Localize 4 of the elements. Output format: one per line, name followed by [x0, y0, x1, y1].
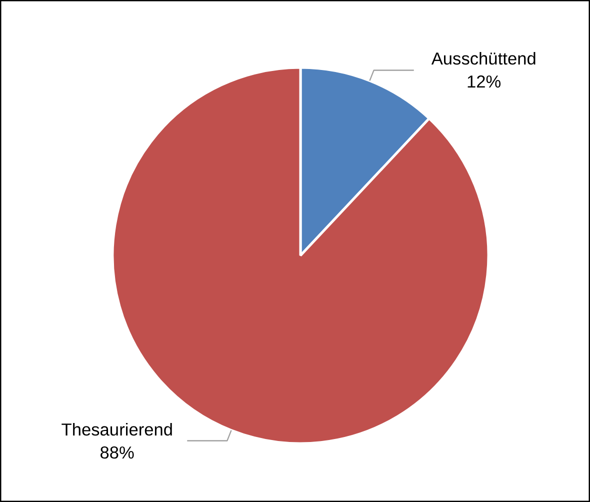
data-label: 88% [100, 442, 134, 462]
slice-label: Ausschüttend [431, 48, 536, 69]
data-label: 12% [466, 72, 502, 92]
slice-label: Thesaurierend [61, 419, 174, 440]
